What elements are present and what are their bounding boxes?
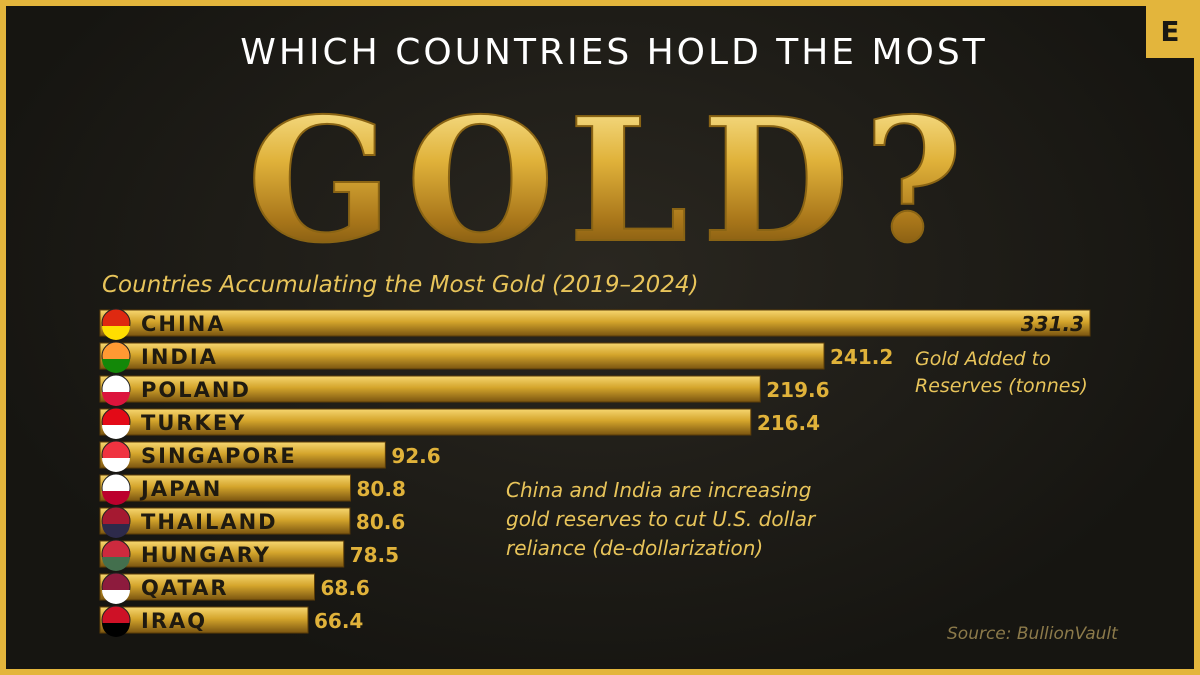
value-label: 80.8 [357, 477, 406, 501]
annotation: China and India are increasing gold rese… [506, 478, 816, 560]
flag-detail [102, 458, 130, 472]
axis-label: Gold Added to Reserves (tonnes) [915, 348, 1088, 397]
value-label: 216.4 [757, 411, 820, 435]
bar [99, 507, 351, 535]
y-tick-label: INDIA [141, 345, 218, 369]
value-label: 241.2 [830, 345, 893, 369]
value-label: 92.6 [391, 444, 440, 468]
bar [99, 474, 352, 502]
bar [99, 606, 309, 634]
logo-box [1146, 6, 1194, 58]
flag-detail [102, 326, 130, 340]
y-tick-label: SINGAPORE [141, 444, 297, 468]
bar [99, 408, 752, 436]
bar [99, 309, 1091, 337]
flag-detail [102, 590, 130, 604]
flag-detail [102, 425, 130, 439]
bar [99, 540, 345, 568]
subtitle: Countries Accumulating the Most Gold (20… [102, 272, 699, 298]
y-tick-label: THAILAND [141, 510, 278, 534]
value-label: 80.6 [356, 510, 405, 534]
flag-detail [102, 392, 130, 406]
flag-detail [102, 491, 130, 505]
logo: E [1160, 15, 1179, 48]
value-label: 219.6 [766, 378, 829, 402]
value-label: 68.6 [321, 576, 370, 600]
flag-detail [102, 359, 130, 373]
flag-detail [102, 557, 130, 571]
bar [99, 342, 825, 370]
y-tick-label: CHINA [141, 312, 226, 336]
y-tick-label: POLAND [141, 378, 251, 402]
y-tick-label: JAPAN [139, 477, 222, 501]
y-tick-label: TURKEY [141, 411, 246, 435]
y-tick-label: HUNGARY [141, 543, 271, 567]
bar [99, 573, 316, 601]
value-label: 78.5 [350, 543, 399, 567]
flag-detail [102, 524, 130, 538]
flag-detail [102, 623, 130, 637]
headline: GOLD? [247, 81, 977, 281]
bar [99, 441, 386, 469]
value-label: 66.4 [314, 609, 363, 633]
source: Source: BullionVault [947, 624, 1118, 644]
chart-title: WHICH COUNTRIES HOLD THE MOST [240, 32, 987, 73]
value-label: 331.3 [1021, 312, 1084, 336]
bar [99, 375, 761, 403]
y-tick-label: QATAR [141, 576, 229, 600]
y-tick-label: IRAQ [141, 609, 207, 633]
